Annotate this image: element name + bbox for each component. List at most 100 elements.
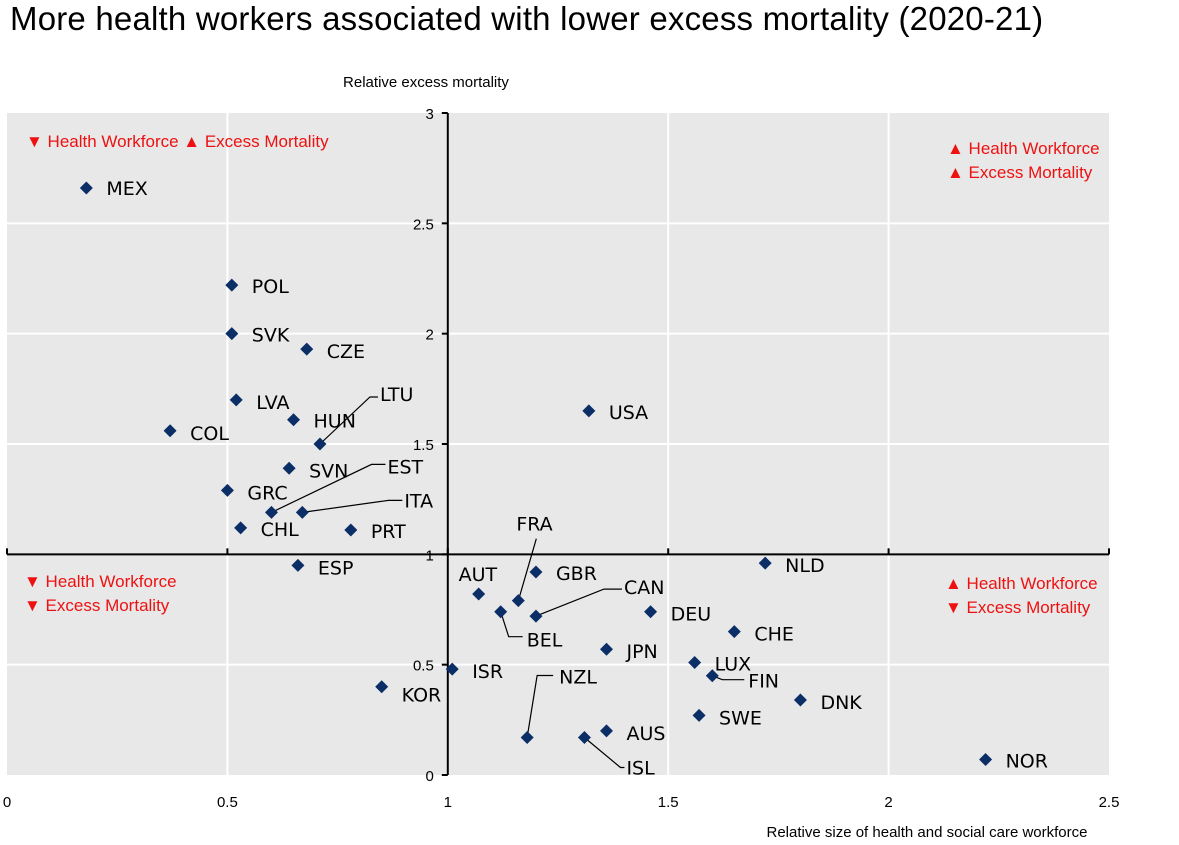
leader-ltu (319, 396, 378, 445)
y-tick-label: 0.5 (413, 658, 434, 675)
point-aut (472, 587, 486, 601)
x-tick-label: 0 (3, 794, 11, 811)
quadrant-annotations: ▼ Health Workforce ▲ Excess Mortality ▲ H… (24, 132, 1100, 617)
label-mex: MEX (106, 178, 147, 200)
label-ita: ITA (404, 490, 433, 512)
point-cze (300, 342, 314, 356)
label-grc: GRC (247, 482, 287, 504)
quadrant-note-top-right: ▲ Health Workforce (947, 139, 1100, 158)
label-fra: FRA (516, 514, 552, 536)
label-prt: PRT (371, 521, 406, 543)
label-gbr: GBR (556, 563, 597, 585)
label-leader-lines (271, 396, 745, 769)
point-chl (234, 521, 248, 535)
point-esp (291, 558, 305, 572)
point-svn (282, 461, 296, 475)
data-points (79, 181, 993, 767)
label-esp: ESP (318, 557, 354, 579)
point-labels: MEX POL SVK CZE LVA HUN COL LTU SVN GRC EST ITA CHL P… (106, 178, 1048, 779)
label-deu: DEU (671, 604, 712, 626)
leader-bel (500, 611, 523, 638)
quadrant-note-bottom-right: ▲ Health Workforce (945, 574, 1098, 593)
label-chl: CHL (261, 519, 300, 541)
point-can (529, 609, 543, 623)
point-pol (225, 278, 239, 292)
leader-nzl (526, 674, 554, 738)
chart-title: More health workers associated with lowe… (10, 0, 1044, 37)
point-usa (582, 404, 596, 418)
quadrant-note-bottom-right: ▼ Excess Mortality (945, 598, 1091, 617)
quadrant-note-top-left: ▼ Health Workforce ▲ Excess Mortality (26, 132, 329, 151)
point-aus (599, 724, 613, 738)
point-hun (287, 413, 301, 427)
label-kor: KOR (402, 685, 442, 707)
label-usa: USA (609, 402, 648, 424)
y-tick-label: 1 (425, 547, 433, 564)
x-axis-title: Relative size of health and social care … (767, 824, 1088, 841)
y-tick-label: 3 (425, 106, 433, 123)
x-tick-label: 1.5 (658, 794, 679, 811)
leader-isl (584, 737, 625, 769)
label-isr: ISR (472, 661, 503, 683)
label-hun: HUN (314, 411, 356, 433)
point-fra (511, 594, 525, 608)
point-fin (705, 669, 719, 683)
point-mex (79, 181, 93, 195)
label-aut: AUT (459, 564, 498, 586)
label-fin: FIN (748, 671, 779, 693)
point-est (264, 505, 278, 519)
label-lux: LUX (715, 653, 752, 675)
y-tick-label: 2 (425, 327, 433, 344)
label-cze: CZE (327, 341, 365, 363)
leader-can (535, 588, 622, 617)
quadrant-note-bottom-left: ▼ Health Workforce (24, 572, 177, 591)
label-jpn: JPN (625, 641, 657, 663)
label-nzl: NZL (559, 666, 597, 688)
quadrant-note-top-right: ▲ Excess Mortality (947, 163, 1093, 182)
label-nld: NLD (785, 555, 824, 577)
point-che (727, 625, 741, 639)
x-tick-label: 2 (884, 794, 892, 811)
axes (6, 112, 1110, 776)
label-isl: ISL (626, 757, 655, 779)
point-swe (692, 708, 706, 722)
point-lva (229, 393, 243, 407)
point-grc (220, 483, 234, 497)
leader-fra (517, 538, 537, 601)
point-deu (644, 605, 658, 619)
x-axis-ticks: 0 0.5 1 1.5 2 2.5 (3, 794, 1120, 811)
x-tick-label: 1 (444, 794, 452, 811)
label-col: COL (190, 423, 229, 445)
label-bel: BEL (527, 630, 563, 652)
point-nzl (520, 730, 534, 744)
y-axis-ticks: 0 0.5 1 1.5 2 2.5 3 (413, 106, 434, 785)
point-nor (979, 753, 993, 767)
point-ita (295, 505, 309, 519)
y-tick-label: 1.5 (413, 437, 434, 454)
label-aus: AUS (626, 723, 665, 745)
quadrant-note-bottom-left: ▼ Excess Mortality (24, 596, 170, 615)
point-dnk (793, 693, 807, 707)
y-axis-title: Relative excess mortality (343, 74, 509, 91)
point-svk (225, 327, 239, 341)
label-pol: POL (252, 276, 289, 298)
point-bel (494, 605, 508, 619)
point-nld (758, 556, 772, 570)
label-svn: SVN (309, 460, 348, 482)
label-swe: SWE (719, 707, 762, 729)
x-tick-label: 2.5 (1099, 794, 1120, 811)
point-col (163, 424, 177, 438)
point-ltu (313, 437, 327, 451)
point-gbr (529, 565, 543, 579)
label-svk: SVK (252, 325, 290, 347)
point-prt (344, 523, 358, 537)
label-ltu: LTU (380, 384, 413, 406)
label-lva: LVA (256, 392, 289, 414)
point-isr (445, 662, 459, 676)
x-tick-label: 0.5 (217, 794, 238, 811)
label-che: CHE (754, 624, 794, 646)
label-can: CAN (624, 577, 664, 599)
y-tick-label: 2.5 (413, 216, 434, 233)
point-jpn (599, 642, 613, 656)
